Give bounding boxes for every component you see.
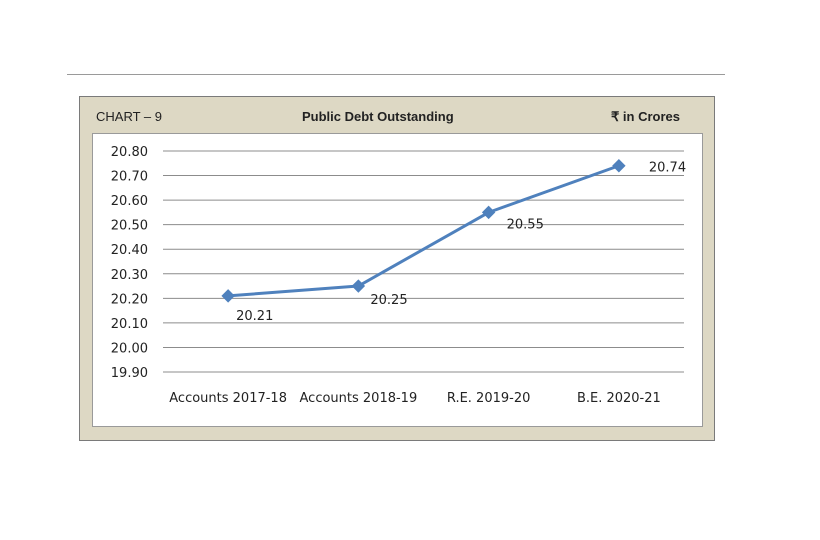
data-point-marker — [612, 159, 626, 173]
data-label: 20.21 — [236, 309, 273, 324]
y-tick-label: 20.70 — [111, 170, 148, 185]
plot-area — [92, 133, 703, 427]
y-tick-label: 20.60 — [111, 194, 148, 209]
y-tick-label: 20.30 — [111, 268, 148, 283]
y-tick-label: 20.80 — [111, 145, 148, 160]
y-tick-label: 19.90 — [111, 366, 148, 381]
top-divider — [67, 74, 725, 75]
x-category-label: R.E. 2019-20 — [447, 391, 531, 406]
y-tick-label: 20.00 — [111, 341, 148, 356]
data-point-marker — [221, 289, 235, 303]
unit-note: ₹ in Crores — [611, 109, 680, 124]
x-category-label: Accounts 2017-18 — [169, 391, 287, 406]
data-point-marker — [351, 279, 366, 293]
data-label: 20.74 — [649, 161, 686, 176]
series-line — [228, 164, 620, 298]
data-point-marker — [481, 205, 496, 220]
chart-title: Public Debt Outstanding — [302, 109, 454, 124]
data-label: 20.55 — [507, 217, 544, 232]
data-label: 20.25 — [370, 293, 407, 308]
chart-number: CHART – 9 — [96, 109, 162, 124]
x-category-label: Accounts 2018-19 — [300, 391, 418, 406]
y-tick-label: 20.10 — [111, 317, 148, 332]
x-category-label: B.E. 2020-21 — [577, 391, 661, 406]
y-tick-label: 20.20 — [111, 292, 148, 307]
y-tick-label: 20.50 — [111, 219, 148, 234]
chart-frame: CHART – 9 Public Debt Outstanding ₹ in C… — [79, 96, 715, 441]
y-tick-label: 20.40 — [111, 243, 148, 258]
